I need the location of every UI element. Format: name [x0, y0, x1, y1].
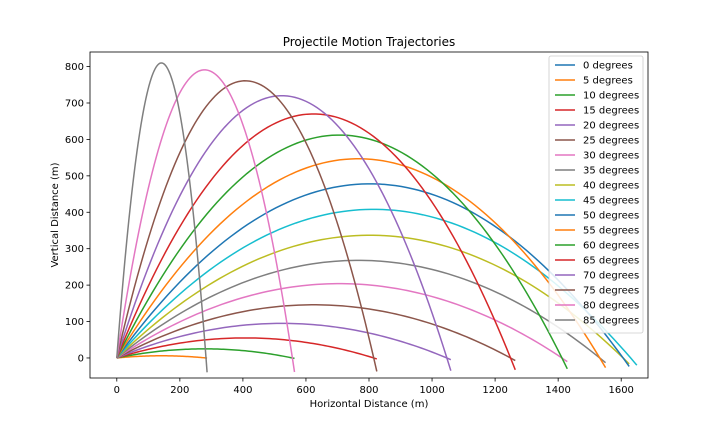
trajectory-line-50-degrees: [116, 183, 630, 367]
legend-label: 50 degrees: [583, 211, 639, 222]
x-axis-label: Horizontal Distance (m): [310, 399, 429, 410]
y-tick-label: 0: [78, 353, 84, 364]
legend-label: 80 degrees: [583, 301, 639, 312]
y-axis-ticks: 0 100 200 300 400 500 600 700 800: [65, 62, 90, 364]
y-tick-label: 400: [65, 208, 84, 219]
y-tick-label: 300: [65, 244, 84, 255]
trajectory-line-30-degrees: [116, 282, 568, 363]
legend-label: 0 degrees: [583, 61, 633, 72]
trajectory-line-85-degrees: [116, 62, 208, 373]
trajectory-line-55-degrees: [116, 158, 607, 369]
x-tick-label: 1400: [545, 385, 570, 396]
trajectory-line-65-degrees: [116, 113, 516, 371]
legend: 0 degrees 5 degrees 10 degrees 15 degrees 20…: [548, 55, 644, 334]
legend-label: 15 degrees: [583, 106, 639, 117]
trajectory-line-60-degrees: [116, 134, 568, 370]
x-tick-label: 1600: [608, 385, 633, 396]
x-tick-label: 1000: [419, 385, 444, 396]
y-tick-label: 700: [65, 98, 84, 109]
legend-label: 20 degrees: [583, 121, 639, 132]
y-tick-label: 600: [65, 135, 84, 146]
x-tick-label: 400: [233, 385, 252, 396]
x-tick-label: 1200: [482, 385, 507, 396]
y-tick-label: 200: [65, 281, 84, 292]
legend-label: 10 degrees: [583, 91, 639, 102]
trajectory-line-35-degrees: [116, 259, 607, 364]
x-tick-label: 200: [170, 385, 189, 396]
y-tick-label: 500: [65, 171, 84, 182]
legend-label: 30 degrees: [583, 151, 639, 162]
x-tick-label: 600: [296, 385, 315, 396]
chart-title: Projectile Motion Trajectories: [283, 35, 456, 49]
x-tick-label: 0: [114, 385, 120, 396]
legend-label: 60 degrees: [583, 241, 639, 252]
trajectory-line-75-degrees: [116, 80, 378, 372]
trajectory-line-25-degrees: [116, 304, 516, 362]
legend-label: 5 degrees: [583, 76, 633, 87]
legend-label: 25 degrees: [583, 136, 639, 147]
trajectory-line-80-degrees: [116, 69, 296, 373]
trajectory-line-20-degrees: [116, 322, 452, 361]
x-axis-ticks: 0 200 400 600 800 1000 1200 1400 1600: [114, 378, 634, 396]
legend-label: 65 degrees: [583, 256, 639, 267]
trajectory-line-15-degrees: [116, 337, 378, 360]
legend-label: 55 degrees: [583, 226, 639, 237]
legend-label: 85 degrees: [583, 316, 639, 327]
legend-label: 70 degrees: [583, 271, 639, 282]
trajectory-line-5-degrees: [116, 355, 208, 359]
y-tick-label: 800: [65, 62, 84, 73]
series-layer: [116, 62, 638, 373]
trajectory-line-40-degrees: [116, 234, 630, 365]
legend-label: 40 degrees: [583, 181, 639, 192]
legend-label: 75 degrees: [583, 286, 639, 297]
y-tick-label: 100: [65, 317, 84, 328]
legend-label: 45 degrees: [583, 196, 639, 207]
legend-label: 35 degrees: [583, 166, 639, 177]
y-axis-label: Vertical Distance (m): [50, 162, 61, 267]
x-tick-label: 800: [359, 385, 378, 396]
trajectory-line-70-degrees: [116, 94, 452, 371]
